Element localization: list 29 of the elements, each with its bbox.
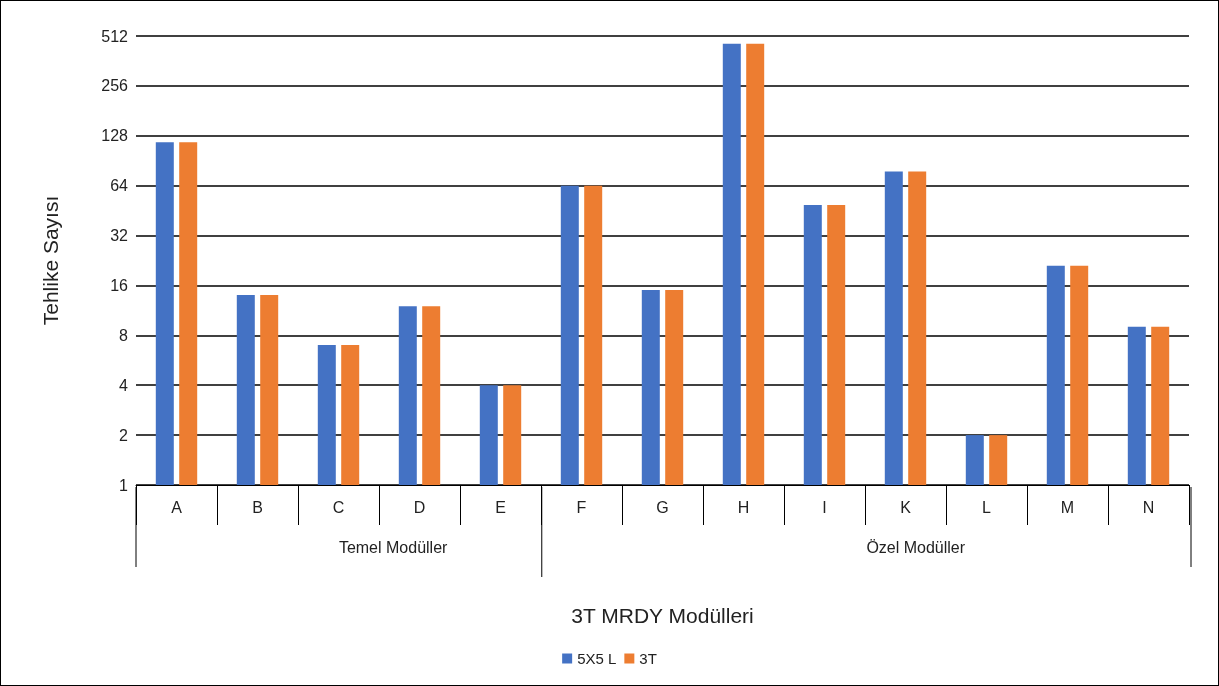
x-tick-label: D [413,498,426,516]
y-tick-label: 64 [110,177,129,195]
text: Özel Modüller [866,538,966,556]
legend-label: 5X5 L [577,650,617,667]
y-tick-label: 1 [119,476,129,494]
x-tick-label: L [982,498,992,516]
x-tick-label: K [900,498,912,516]
y-tick-label: 128 [101,127,129,145]
x-axis-title: 3T MRDY Modülleri [571,604,754,627]
legend-label: 3T [639,650,657,667]
x-tick-label: G [656,498,669,516]
x-tick-label: C [332,498,345,516]
text: Temel Modüller [338,538,449,556]
x-tick-label: F [576,498,587,516]
x-tick-label: B [252,498,263,516]
x-tick-label: M [1060,498,1075,516]
y-tick-label: 2 [119,426,129,444]
y-tick-label: 8 [119,326,129,344]
y-tick-label: 256 [101,77,129,95]
y-tick-label: 16 [110,276,129,294]
x-tick-label: N [1142,498,1155,516]
y-tick-label: 512 [101,27,129,45]
y-tick-label: 32 [110,227,129,245]
y-tick-label: 4 [119,376,129,394]
x-tick-label: A [171,498,183,516]
x-tick-label: E [495,498,506,516]
y-axis-title: Tehlike Sayısı [39,195,62,326]
x-tick-label: H [737,498,750,516]
x-tick-label: I [822,498,827,516]
